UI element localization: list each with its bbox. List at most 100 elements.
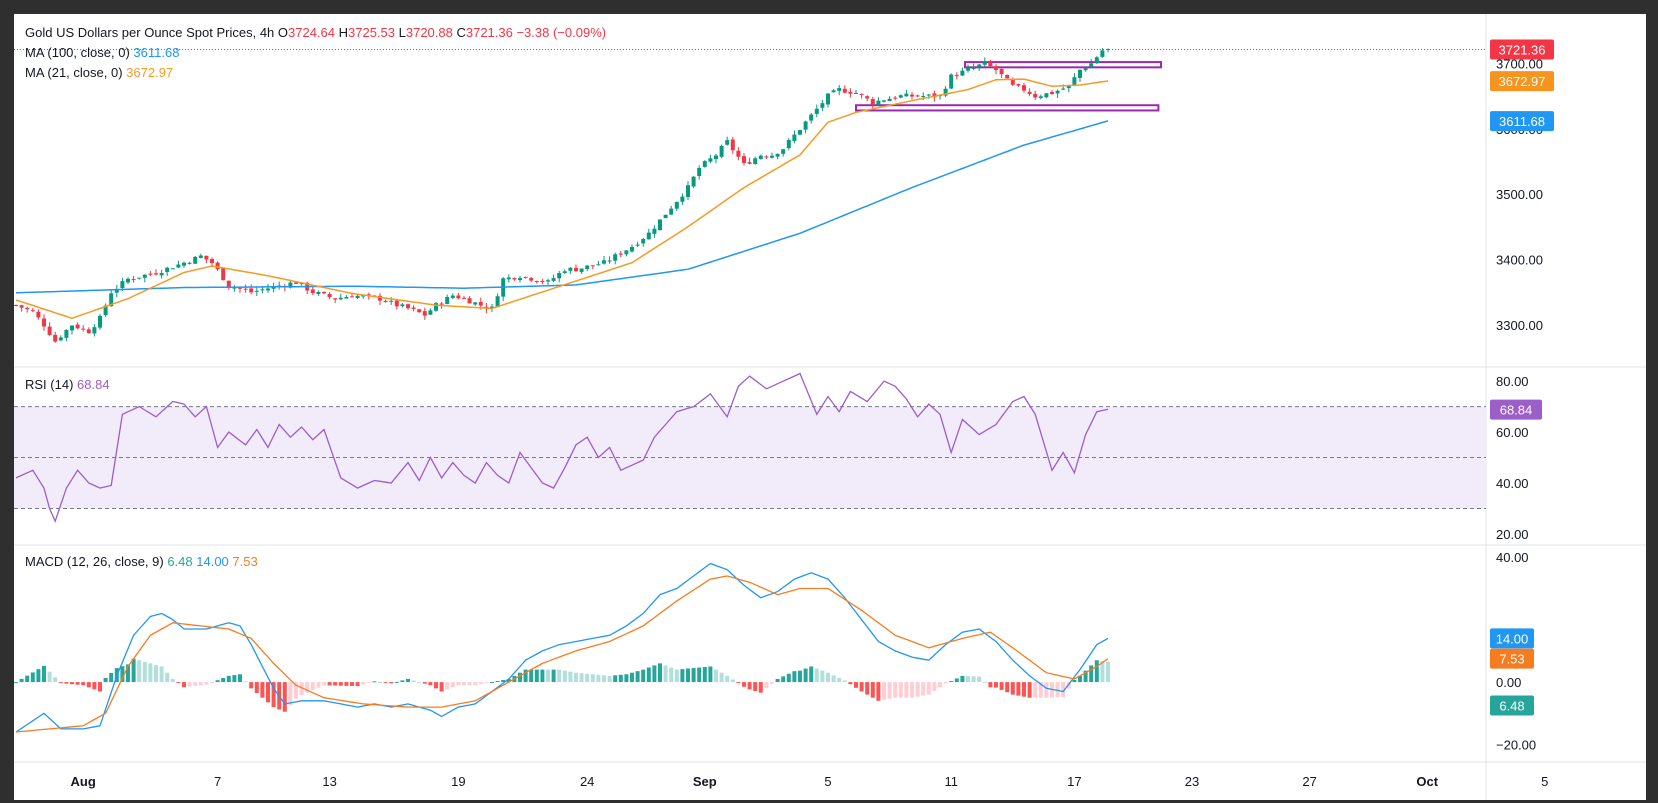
candle xyxy=(25,306,30,313)
price-pane[interactable] xyxy=(14,48,1486,343)
trading-chart[interactable]: 3700.003600.003500.003400.003300.003611.… xyxy=(14,14,1646,800)
macd-histogram-bar xyxy=(949,681,954,683)
candle-body xyxy=(148,273,153,275)
macd-histogram-bar xyxy=(355,682,360,687)
candle xyxy=(652,225,657,238)
candle-body xyxy=(770,155,774,158)
macd-histogram-bar xyxy=(462,682,466,686)
candle xyxy=(501,277,506,301)
ma21-price-badge: 3672.97 xyxy=(1490,71,1554,92)
candle-body xyxy=(445,297,450,304)
candle-body xyxy=(1083,68,1088,71)
macd-histogram-bar xyxy=(663,665,668,683)
candle-body xyxy=(658,219,662,230)
candle-body xyxy=(742,156,746,163)
candle xyxy=(131,275,136,283)
candle-body xyxy=(81,328,86,330)
candle-body xyxy=(389,300,394,302)
macd-histogram-bar xyxy=(646,667,651,683)
rsi-line xyxy=(15,372,1109,523)
candle xyxy=(1038,94,1043,100)
candle xyxy=(904,89,909,97)
macd-histogram-bar xyxy=(932,682,937,691)
candle xyxy=(518,275,522,283)
macd-histogram-bar xyxy=(478,682,483,685)
candle-body xyxy=(596,264,601,266)
candle-body xyxy=(887,98,892,102)
macd-histogram-bar xyxy=(70,682,74,685)
macd-histogram-bar xyxy=(243,681,248,683)
macd-histogram-bar xyxy=(131,658,136,683)
signal-value-badge-bg xyxy=(1490,648,1534,669)
macd-pane[interactable] xyxy=(14,562,1110,733)
candle xyxy=(742,152,746,166)
macd-histogram-bar xyxy=(81,682,86,686)
macd-histogram-bar xyxy=(450,682,455,688)
macd-histogram-bar xyxy=(820,670,825,683)
candle xyxy=(596,260,601,266)
macd-histogram-bar xyxy=(305,682,310,693)
candle xyxy=(450,293,455,300)
macd-histogram-bar xyxy=(562,670,567,683)
macd-histogram-bar xyxy=(490,682,494,684)
candle-body xyxy=(42,318,46,327)
candle-body xyxy=(299,283,304,285)
rsi-pane[interactable] xyxy=(14,372,1486,523)
time-axis-label: 19 xyxy=(451,774,465,789)
macd-histogram-bar xyxy=(893,682,898,698)
ma100-price-badge-bg xyxy=(1490,111,1554,132)
candle-body xyxy=(355,295,360,298)
candle-body xyxy=(585,265,590,269)
candle-body xyxy=(949,74,954,89)
candle xyxy=(187,261,192,265)
candle xyxy=(148,271,153,277)
time-axis-label: 23 xyxy=(1185,774,1199,789)
candle xyxy=(618,250,623,258)
candle-body xyxy=(495,296,500,308)
macd-value-badge: 14.00 xyxy=(1490,628,1534,649)
candle xyxy=(1078,69,1082,82)
rsi-axis-tick: 20.00 xyxy=(1496,527,1529,542)
ma100-legend-label: MA (100, close, 0) xyxy=(25,45,133,60)
candle-body xyxy=(58,337,63,341)
rsi-legend: RSI (14) 68.84 xyxy=(25,377,110,392)
candle xyxy=(64,329,69,342)
candle xyxy=(691,176,696,188)
candle xyxy=(249,284,254,295)
candle-body xyxy=(159,273,164,276)
candle-body xyxy=(529,277,534,281)
macd-histogram-bar xyxy=(159,666,164,683)
macd-histogram-bar xyxy=(719,672,724,683)
macd-histogram-bar xyxy=(204,682,209,685)
candle-body xyxy=(652,228,657,234)
candle-body xyxy=(859,93,864,95)
resistance-zone-box xyxy=(964,61,1162,69)
candle-body xyxy=(904,93,909,97)
candle-body xyxy=(753,158,758,164)
macd-histogram-bar xyxy=(674,669,679,683)
candle xyxy=(730,137,735,154)
macd-line xyxy=(15,562,1109,733)
candle-body xyxy=(635,244,640,246)
ma100-price-badge: 3611.68 xyxy=(1490,111,1554,132)
macd-histogram-bar xyxy=(1072,680,1077,683)
macd-histogram-bar xyxy=(406,678,410,683)
last-price-badge-bg xyxy=(1490,39,1554,60)
candle-body xyxy=(943,88,948,96)
candle-body xyxy=(310,289,315,294)
macd-histogram-bar xyxy=(618,674,623,683)
ma100-legend-value: 3611.68 xyxy=(133,45,179,60)
candle-body xyxy=(960,70,965,76)
candle xyxy=(842,85,847,94)
macd-histogram-bar xyxy=(652,665,657,683)
candle xyxy=(226,280,231,290)
candle-body xyxy=(792,134,797,141)
candle-body xyxy=(182,262,186,266)
macd-histogram-bar xyxy=(14,682,18,684)
candle-body xyxy=(198,255,203,258)
macd-histogram-bar xyxy=(708,666,713,683)
candle-body xyxy=(714,155,718,159)
candle-body xyxy=(562,271,567,274)
candle xyxy=(736,147,741,161)
candle xyxy=(182,261,186,268)
